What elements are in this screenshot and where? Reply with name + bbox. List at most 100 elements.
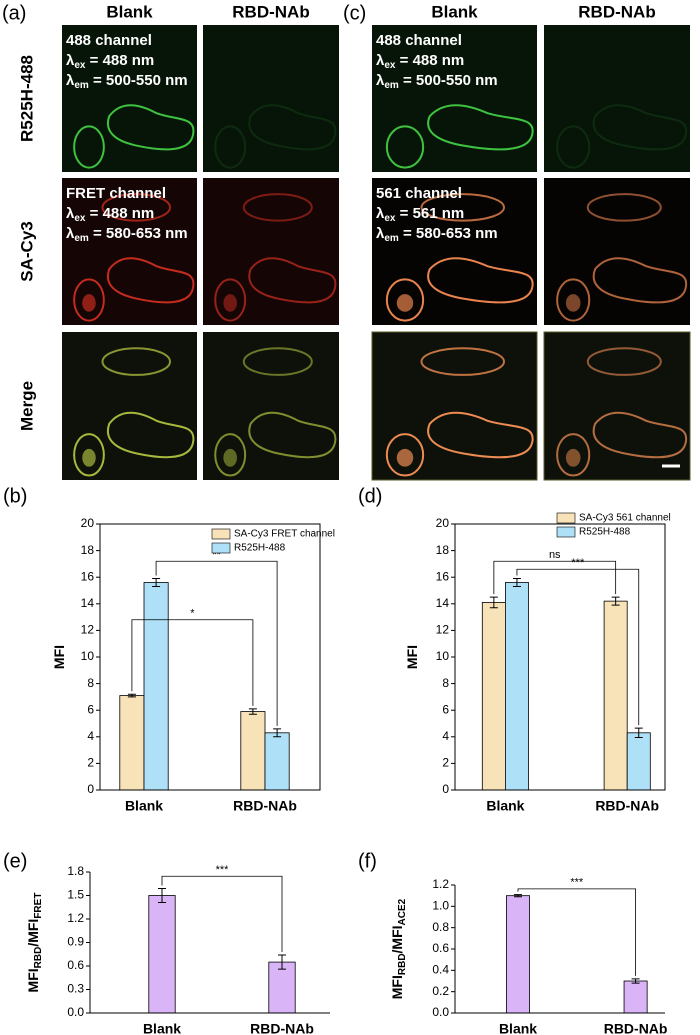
error-bar xyxy=(489,596,498,609)
cell-outline xyxy=(244,194,312,220)
bar xyxy=(143,582,169,791)
micrograph xyxy=(203,25,339,172)
channel-param: λex = 488 nm xyxy=(66,205,154,224)
significance-bracket xyxy=(131,619,254,706)
text: MFI xyxy=(404,645,420,669)
text: = 488 nm xyxy=(395,52,464,69)
cells xyxy=(557,194,686,320)
panel-letter: (a) xyxy=(2,2,26,24)
y-tick-label: 1.5 xyxy=(67,888,84,902)
cells xyxy=(387,348,533,475)
cells xyxy=(387,105,533,167)
y-tick-label: 0 xyxy=(442,782,449,796)
cell-outline xyxy=(215,126,245,167)
x-tick-label: RBD-NAb xyxy=(233,798,297,814)
y-tick-label: 8 xyxy=(87,676,94,690)
x-tick-label: Blank xyxy=(125,798,163,814)
subscript: ex xyxy=(384,213,396,224)
micrograph xyxy=(203,178,339,325)
subscript: RBD xyxy=(397,953,408,975)
error-bar xyxy=(512,578,521,588)
y-tick-label: 0.0 xyxy=(67,1005,84,1019)
subscript: RBD xyxy=(33,947,44,969)
y-tick-label: 10 xyxy=(436,649,450,663)
error-bar xyxy=(634,727,643,738)
column-header: RBD-NAb xyxy=(232,2,309,21)
legend-swatch xyxy=(556,512,576,524)
cells xyxy=(557,105,686,167)
text: MFI xyxy=(389,975,405,999)
text: MFI xyxy=(25,968,41,992)
symbol: λ xyxy=(66,72,75,89)
y-tick-label: 0.8 xyxy=(432,920,449,934)
cell-outline xyxy=(74,126,104,167)
y-tick-label: 12 xyxy=(81,623,95,637)
y-tick-label: 16 xyxy=(436,569,450,583)
symbol: λ xyxy=(376,225,385,242)
channel-param: λem = 580-653 nm xyxy=(376,225,498,244)
cell-outline xyxy=(249,258,335,302)
y-tick-label: 4 xyxy=(87,729,94,743)
legend-label: R525H-488 xyxy=(234,543,286,554)
micrograph xyxy=(62,25,197,172)
cells xyxy=(215,105,335,167)
symbol: λ xyxy=(376,205,385,222)
symbol: λ xyxy=(376,52,385,69)
error-bar xyxy=(127,693,136,698)
cells xyxy=(215,348,335,475)
bar xyxy=(506,895,530,1014)
axes xyxy=(89,872,330,1014)
y-tick-label: 20 xyxy=(436,516,450,530)
channel-label: 488 channel xyxy=(66,32,152,49)
bar xyxy=(119,695,145,791)
y-tick-label: 0.6 xyxy=(432,941,449,955)
legend-label: R525H-488 xyxy=(579,527,631,538)
cells xyxy=(74,105,193,167)
cell-outline xyxy=(387,279,423,320)
y-tick-label: 8 xyxy=(442,676,449,690)
cells xyxy=(74,348,193,475)
cells xyxy=(387,194,533,320)
cell-outline xyxy=(387,126,423,167)
cell-outline xyxy=(249,105,335,149)
x-tick-label: RBD-NAb xyxy=(250,1021,314,1035)
cell-outline xyxy=(557,434,589,475)
nucleus xyxy=(565,448,581,467)
y-tick-label: 6 xyxy=(87,702,94,716)
panel-letter: (b) xyxy=(3,485,27,507)
symbol: λ xyxy=(66,52,75,69)
significance-bracket xyxy=(493,560,617,595)
y-tick-label: 12 xyxy=(436,623,450,637)
error-bar xyxy=(273,728,282,738)
panel-letter: (c) xyxy=(343,2,366,24)
y-axis-label: MFIRBD/MFIFRET xyxy=(25,893,44,993)
significance-label: ns xyxy=(549,549,561,561)
legend-swatch xyxy=(211,542,231,554)
y-tick-label: 14 xyxy=(81,596,95,610)
text: = 580-653 nm xyxy=(399,225,498,242)
y-tick-label: 6 xyxy=(442,702,449,716)
cell-outline xyxy=(74,434,104,475)
axes xyxy=(454,885,665,1014)
cell-outline xyxy=(108,413,194,457)
channel-param: λem = 500-550 nm xyxy=(66,72,188,91)
error-bar xyxy=(611,596,620,606)
channel-param: λex = 561 nm xyxy=(376,205,464,224)
subscript: em xyxy=(384,233,399,244)
error-bar xyxy=(248,708,257,715)
y-tick-label: 0.9 xyxy=(67,935,84,949)
y-tick-label: 0.2 xyxy=(432,984,449,998)
cell-outline xyxy=(594,105,687,149)
error-bar xyxy=(158,887,166,904)
cell-outline xyxy=(108,258,194,302)
significance-label: *** xyxy=(571,557,585,569)
axes xyxy=(99,523,321,791)
bar xyxy=(623,980,648,1014)
x-tick-label: RBD-NAb xyxy=(595,798,659,814)
text: = 488 nm xyxy=(85,205,154,222)
panel-letter: (e) xyxy=(3,850,27,872)
y-tick-label: 0.4 xyxy=(432,963,449,977)
significance-bracket xyxy=(517,888,636,976)
legend-label: SA-Cy3 FRET channel xyxy=(234,529,335,540)
y-tick-label: 1.8 xyxy=(67,864,84,878)
